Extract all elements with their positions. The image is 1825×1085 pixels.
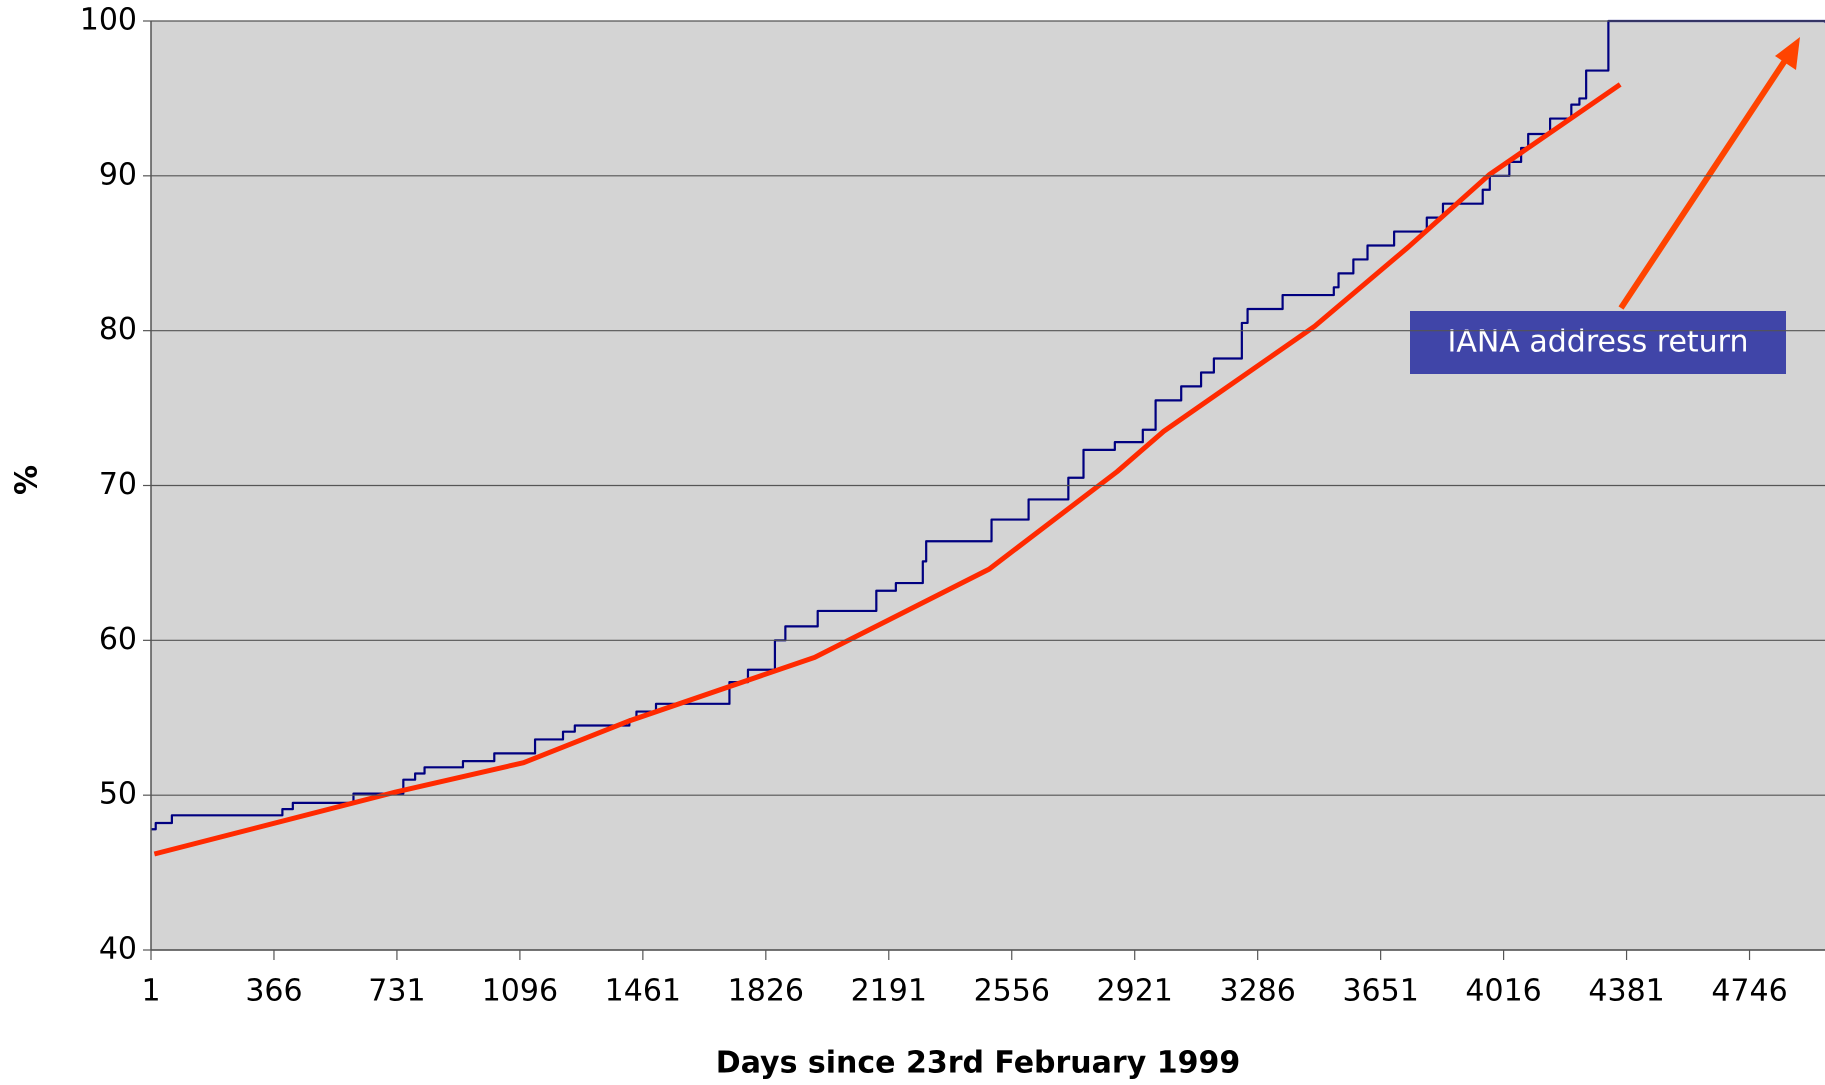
x-tick-label: 4381	[1588, 974, 1664, 1009]
step-line	[151, 19, 1825, 831]
x-tick-label: 1826	[728, 974, 804, 1009]
x-tick-label: 366	[245, 974, 302, 1009]
marks	[151, 19, 1825, 857]
trend-line	[153, 82, 1622, 857]
x-tick-label: 1461	[605, 974, 681, 1009]
x-tick-label: 3286	[1219, 974, 1295, 1009]
arrow-head	[1775, 37, 1800, 70]
annotation-box	[1410, 311, 1786, 374]
y-tick-label: 90	[99, 157, 137, 192]
x-axis-label: Days since 23rd February 1999	[716, 1046, 1240, 1081]
y-tick-label: 50	[99, 777, 137, 812]
y-axis-label: %	[10, 465, 45, 495]
x-tick-label: 3651	[1342, 974, 1418, 1009]
x-tick-label: 2921	[1097, 974, 1173, 1009]
annotation-text: IANA address return	[1448, 325, 1749, 360]
y-tick-label: 100	[80, 3, 137, 38]
x-tick-label: 2556	[974, 974, 1050, 1009]
x-tick-label: 1	[141, 974, 160, 1009]
annotation-arrow	[1618, 51, 1793, 310]
y-tick-label: 80	[99, 312, 137, 347]
x-tick-label: 2191	[851, 974, 927, 1009]
x-tick-label: 4746	[1711, 974, 1787, 1009]
x-tick-label: 731	[368, 974, 425, 1009]
x-tick-label: 4016	[1465, 974, 1541, 1009]
y-tick-label: 70	[99, 467, 137, 502]
y-tick-label: 60	[99, 622, 137, 657]
x-tick-label: 1096	[482, 974, 558, 1009]
y-tick-label: 40	[99, 932, 137, 967]
